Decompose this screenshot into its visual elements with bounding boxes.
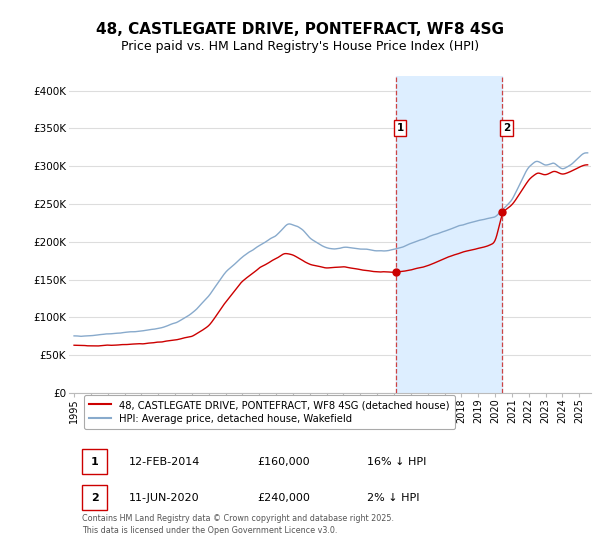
Text: 48, CASTLEGATE DRIVE, PONTEFRACT, WF8 4SG: 48, CASTLEGATE DRIVE, PONTEFRACT, WF8 4S… (96, 22, 504, 38)
Text: Price paid vs. HM Land Registry's House Price Index (HPI): Price paid vs. HM Land Registry's House … (121, 40, 479, 53)
FancyBboxPatch shape (82, 449, 107, 474)
Text: 16% ↓ HPI: 16% ↓ HPI (367, 457, 426, 466)
Text: £160,000: £160,000 (257, 457, 310, 466)
Text: 12-FEB-2014: 12-FEB-2014 (129, 457, 200, 466)
FancyBboxPatch shape (82, 485, 107, 511)
Legend: 48, CASTLEGATE DRIVE, PONTEFRACT, WF8 4SG (detached house), HPI: Average price, : 48, CASTLEGATE DRIVE, PONTEFRACT, WF8 4S… (85, 395, 455, 429)
Text: 1: 1 (91, 457, 98, 466)
Text: 2: 2 (91, 493, 98, 503)
Text: Contains HM Land Registry data © Crown copyright and database right 2025.
This d: Contains HM Land Registry data © Crown c… (82, 514, 394, 535)
Text: £240,000: £240,000 (257, 493, 310, 503)
Text: 2% ↓ HPI: 2% ↓ HPI (367, 493, 419, 503)
Text: 2: 2 (503, 123, 510, 133)
Bar (396, 76, 502, 393)
Text: 1: 1 (397, 123, 404, 133)
Text: 11-JUN-2020: 11-JUN-2020 (129, 493, 200, 503)
